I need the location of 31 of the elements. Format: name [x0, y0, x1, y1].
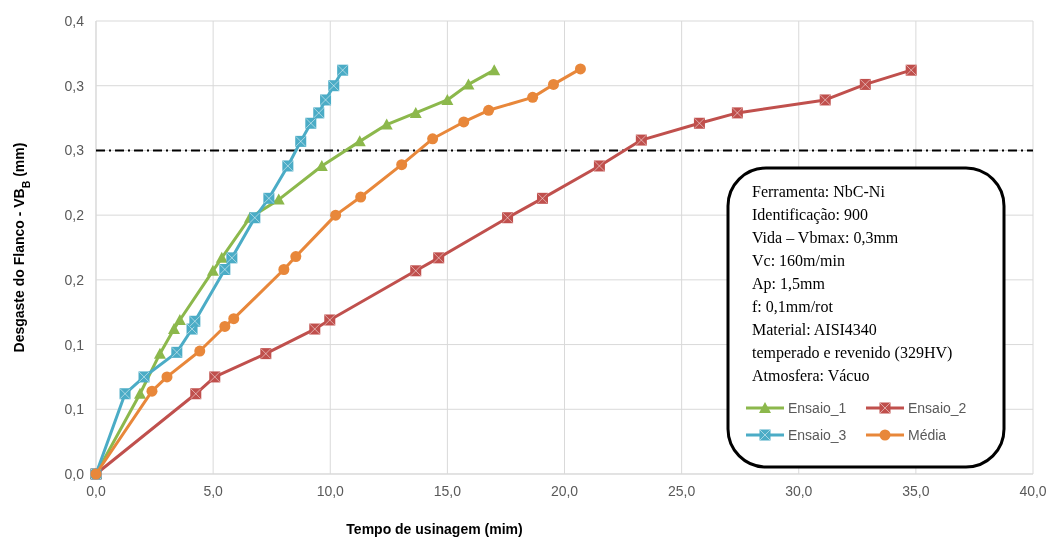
y-tick-label: 0,0	[64, 466, 85, 482]
annotation: Identificação: 900	[752, 206, 868, 224]
annotation: Vc: 160m/min	[752, 252, 845, 269]
y-tick-label: 0,3	[64, 142, 85, 159]
annotation: temperado e revenido (329HV)	[752, 344, 953, 362]
y-tick-label: 0,2	[64, 207, 85, 224]
x-tick-label: 15,0	[433, 483, 462, 499]
y-tick-label: 0,1	[64, 401, 85, 418]
annotation: Ap: 1,5mm	[752, 275, 826, 293]
annotation: Material: AISI4340	[752, 321, 877, 338]
legend-label: Ensaio_2	[908, 400, 967, 416]
legend-label: Ensaio_3	[788, 427, 847, 443]
y-tick-label: 0,2	[64, 271, 85, 288]
legend-label: Ensaio_1	[788, 400, 847, 416]
annotation: Atmosfera: Vácuo	[752, 367, 870, 384]
annotation: f: 0,1mm/rot	[752, 298, 834, 315]
y-tick-label: 0,1	[64, 336, 85, 353]
x-tick-label: 30,0	[785, 483, 813, 499]
y-tick-label: 0,3	[64, 77, 85, 94]
annotation: Ferramenta: NbC-Ni	[752, 183, 886, 200]
x-tick-label: 0,0	[86, 483, 106, 499]
x-tick-label: 10,0	[316, 483, 345, 499]
y-tick-label: 0,4	[64, 13, 85, 29]
x-tick-label: 35,0	[902, 483, 930, 499]
legend-label: Média	[908, 427, 947, 443]
x-tick-label: 20,0	[550, 483, 579, 499]
x-tick-label: 40,0	[1019, 483, 1046, 499]
annotation: Vida – Vbmax: 0,3mm	[752, 229, 899, 246]
x-axis-title: Tempo de usinagem (mim)	[346, 521, 523, 537]
x-tick-label: 5,0	[203, 483, 224, 499]
x-tick-label: 25,0	[668, 483, 696, 499]
